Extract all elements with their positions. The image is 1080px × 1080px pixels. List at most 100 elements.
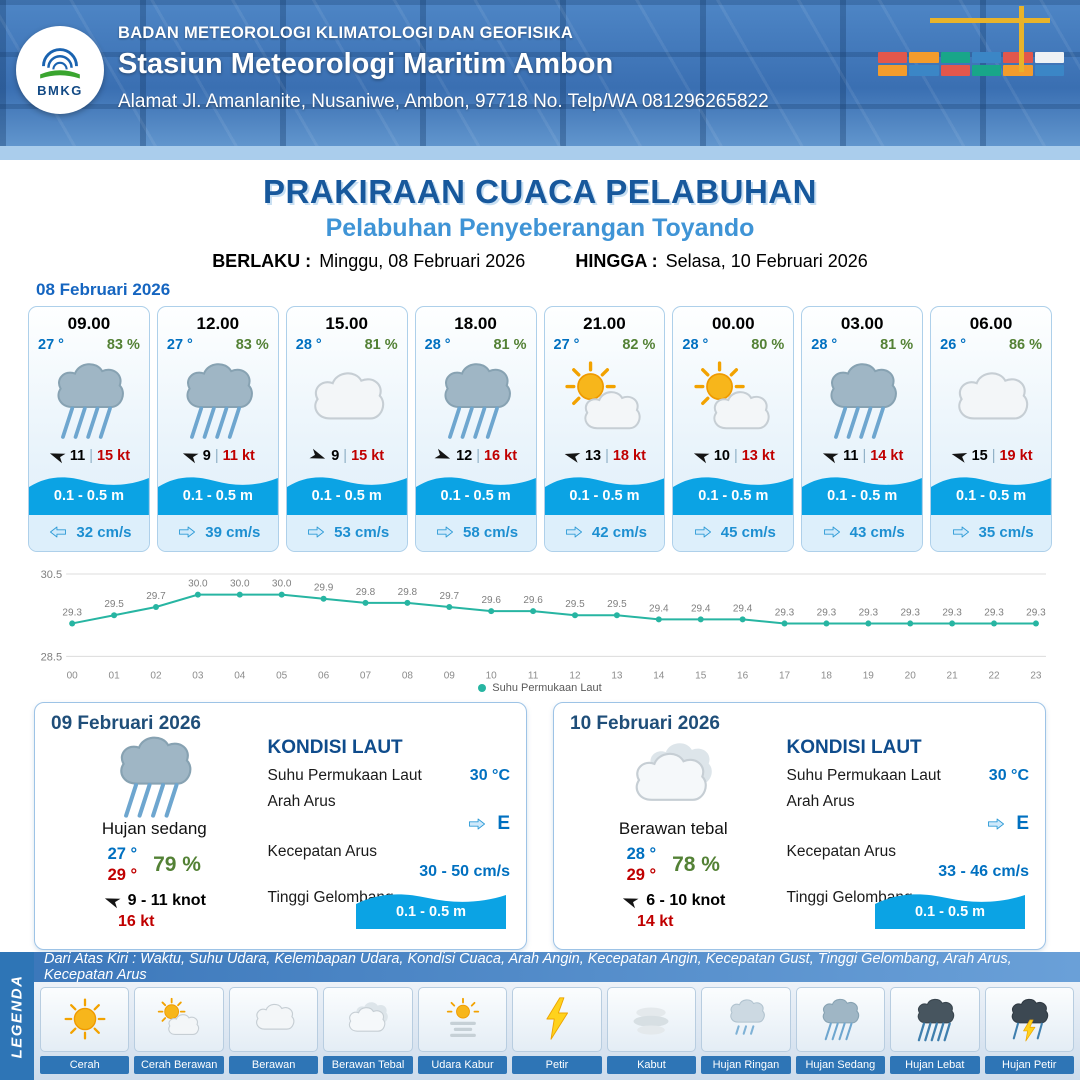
wave-height-band: 0.1 - 0.5 m <box>673 471 794 515</box>
current-direction-icon <box>175 523 199 541</box>
svg-text:29.3: 29.3 <box>900 607 920 618</box>
humidity: 78 % <box>672 853 720 877</box>
current-direction-icon <box>691 523 715 541</box>
temperature: 27 ° <box>166 337 193 353</box>
current-direction-icon <box>949 523 973 541</box>
temp-min: 27 ° <box>107 845 138 864</box>
current-speed-label: Kecepatan Arus <box>786 843 896 861</box>
current-direction-label: Arah Arus <box>267 793 336 811</box>
legend-section: LEGENDA Dari Atas Kiri : Waktu, Suhu Uda… <box>0 951 1080 1080</box>
wind-range: 6 - 10 knot <box>646 892 726 910</box>
gust-speed: 14 kt <box>870 448 904 464</box>
weather-icon <box>416 353 536 447</box>
wave-height-value: 0.1 - 0.5 m <box>395 904 467 921</box>
forecast-date: 08 Februari 2026 <box>36 280 171 299</box>
bmkg-logo-text: BMKG <box>37 82 83 98</box>
sst-chart-section: 30.5 28.5 29.3 00 29.5 01 29.7 02 30.0 03 30.0 04 30… <box>28 560 1052 694</box>
header: BMKG BADAN METEOROLOGI KLIMATOLOGI DAN G… <box>0 0 1080 160</box>
humidity: 81 % <box>364 337 398 353</box>
legend-item: Cerah <box>40 987 130 1074</box>
svg-text:14: 14 <box>653 670 665 681</box>
svg-text:29.9: 29.9 <box>314 583 334 594</box>
wind-speed: 11 <box>69 448 86 464</box>
wind-direction-icon <box>45 444 68 467</box>
wind-direction-icon <box>100 890 123 913</box>
temp-max: 29 ° <box>626 866 657 885</box>
svg-text:20: 20 <box>905 670 917 681</box>
humidity: 83 % <box>235 337 269 353</box>
weather-icon <box>615 731 731 821</box>
header-floor <box>0 146 1080 160</box>
berlaku-value: Minggu, 08 Februari 2026 <box>319 251 526 271</box>
forecast-time: 09.00 <box>67 314 111 333</box>
svg-text:09: 09 <box>444 670 456 681</box>
svg-text:06: 06 <box>318 670 330 681</box>
current-direction-label: Arah Arus <box>786 793 855 811</box>
forecast-card: 06.00 26 ° 86 % 15 | 19 kt 0.1 - 0.5 m 35 c… <box>930 306 1052 552</box>
svg-text:29.3: 29.3 <box>817 607 837 618</box>
current-speed: 43 cm/s <box>849 523 905 541</box>
wave-height: 0.1 - 0.5 m <box>569 488 640 504</box>
forecast-time: 03.00 <box>840 314 884 333</box>
wind-speed: 9 <box>331 448 340 464</box>
svg-text:28.5: 28.5 <box>41 651 62 663</box>
svg-text:29.3: 29.3 <box>1026 607 1046 618</box>
humidity: 79 % <box>153 853 201 877</box>
station-address: Alamat Jl. Amanlanite, Nusaniwe, Ambon, … <box>118 91 769 112</box>
wind-direction-icon <box>819 444 842 467</box>
svg-text:30.0: 30.0 <box>230 579 250 590</box>
wave-height: 0.1 - 0.5 m <box>311 488 382 504</box>
forecast-time: 00.00 <box>712 314 755 333</box>
wave-height-band: 0.1 - 0.5 m <box>802 471 923 515</box>
wave-height-band: 0.1 - 0.5 m <box>29 471 149 515</box>
wave-height-value: 0.1 - 0.5 m <box>914 904 986 921</box>
humidity: 86 % <box>1008 337 1042 353</box>
forecast-card: 03.00 28 ° 81 % 11 | 14 kt 0.1 - 0.5 m 43 c… <box>801 306 924 552</box>
svg-text:29.7: 29.7 <box>440 591 460 602</box>
svg-text:11: 11 <box>528 670 539 681</box>
current-direction-value: E <box>497 813 510 835</box>
forecast-time: 06.00 <box>969 314 1013 333</box>
temperature: 27 ° <box>553 337 580 353</box>
wind-direction-icon <box>178 444 201 467</box>
weather-icon <box>29 353 149 447</box>
svg-text:29.3: 29.3 <box>984 607 1004 618</box>
svg-text:30.0: 30.0 <box>272 579 292 590</box>
sea-condition-title: KONDISI LAUT <box>786 737 922 759</box>
thunderstorm-icon <box>984 987 1074 1052</box>
wave-height-band: 0.1 - 0.5 m <box>875 889 1025 930</box>
wind-speed: 9 <box>202 448 211 464</box>
wave-height: 0.1 - 0.5 m <box>182 488 253 504</box>
current-speed-value: 30 - 50 cm/s <box>419 863 510 881</box>
svg-text:19: 19 <box>863 670 875 681</box>
wave-height: 0.1 - 0.5 m <box>698 488 769 504</box>
legend-side-bar: LEGENDA <box>0 952 34 1080</box>
humidity: 81 % <box>493 337 527 353</box>
svg-text:29.8: 29.8 <box>398 587 418 598</box>
gust-speed: 11 kt <box>222 448 255 464</box>
svg-text:03: 03 <box>192 670 204 681</box>
current-direction-icon <box>304 523 328 541</box>
gust-speed: 18 kt <box>612 448 646 464</box>
svg-text:00: 00 <box>67 670 79 681</box>
svg-text:01: 01 <box>109 670 121 681</box>
wind-speed: 11 <box>843 448 859 464</box>
header-illustration-trusses <box>0 0 1080 160</box>
chart-legend-label: Suhu Permukaan Laut <box>492 682 602 695</box>
sst-value: 30 °C <box>988 767 1029 785</box>
sst-value: 30 °C <box>469 767 510 785</box>
current-direction-icon <box>46 523 70 541</box>
svg-text:23: 23 <box>1030 670 1042 681</box>
chart-legend: Suhu Permukaan Laut <box>28 682 1052 694</box>
current-direction-icon <box>562 523 586 541</box>
legend-item: Udara Kabur <box>417 987 508 1074</box>
wind-direction-icon <box>561 445 583 467</box>
svg-text:17: 17 <box>779 670 791 681</box>
wave-height-band: 0.1 - 0.5 m <box>415 471 536 515</box>
legend-item: Berawan <box>228 987 319 1074</box>
weather-icon <box>802 353 922 447</box>
legend-item: Petir <box>512 987 602 1074</box>
current-speed-value: 33 - 46 cm/s <box>938 863 1029 881</box>
humidity: 83 % <box>106 337 140 353</box>
temperature: 28 ° <box>295 337 322 353</box>
